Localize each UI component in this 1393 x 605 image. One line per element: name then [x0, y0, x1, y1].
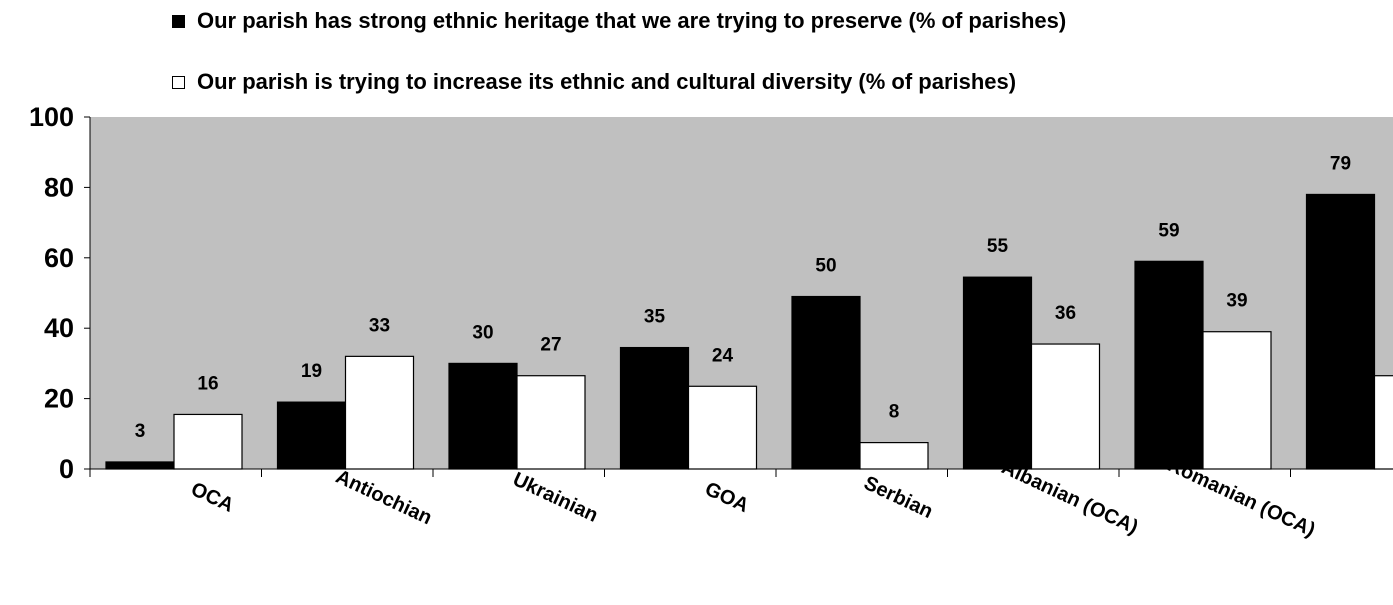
y-tick-label: 0 — [59, 454, 74, 484]
data-label: 24 — [712, 345, 734, 366]
bar-heritage — [619, 346, 690, 470]
y-tick-label: 100 — [29, 102, 74, 132]
bar-diversity — [687, 385, 758, 470]
data-label: 30 — [472, 322, 493, 343]
legend-swatch-black — [172, 14, 185, 28]
y-tick-label: 80 — [44, 172, 74, 202]
data-label: 27 — [540, 335, 561, 356]
bar-heritage — [105, 461, 175, 470]
legend-label-diversity: Our parish is trying to increase its eth… — [197, 69, 1017, 94]
legend-item-heritage: Our parish has strong ethnic heritage th… — [172, 8, 1066, 34]
data-label: 39 — [1226, 291, 1247, 312]
y-tick-label: 60 — [44, 243, 74, 273]
bar-diversity — [1373, 375, 1393, 470]
data-label: 19 — [301, 361, 322, 382]
bar-heritage — [962, 276, 1033, 470]
bar-heritage — [276, 401, 347, 470]
y-tick-label: 20 — [44, 384, 74, 414]
data-label: 16 — [197, 373, 218, 394]
bar-diversity — [516, 375, 586, 470]
data-label: 59 — [1158, 220, 1179, 241]
data-label: 50 — [815, 256, 836, 277]
data-label: 79 — [1330, 153, 1351, 174]
legend-label-heritage: Our parish has strong ethnic heritage th… — [197, 8, 1067, 33]
legend-swatch-white — [172, 75, 185, 89]
category-label: OCA — [187, 478, 237, 517]
data-label: 33 — [369, 315, 390, 336]
y-tick-label: 40 — [44, 313, 74, 343]
bar-heritage — [1134, 260, 1204, 470]
data-label: 35 — [644, 307, 666, 328]
category-label: Ukrainian — [509, 468, 601, 526]
category-label: GOA — [701, 478, 752, 517]
data-label: 55 — [987, 236, 1009, 257]
bar-diversity — [344, 355, 415, 470]
bar-heritage — [791, 295, 861, 470]
data-label: 36 — [1055, 303, 1076, 324]
data-label: 3 — [135, 421, 146, 442]
bar-diversity — [173, 413, 243, 470]
bar-diversity — [859, 442, 929, 470]
bar-heritage — [1305, 193, 1376, 470]
category-label: Serbian — [860, 472, 936, 523]
bar-diversity — [1202, 331, 1272, 470]
category-label: Antiochian — [332, 466, 435, 530]
bar-diversity — [1030, 343, 1101, 470]
data-label: 8 — [889, 402, 900, 423]
bar-heritage — [448, 362, 518, 470]
legend-item-diversity: Our parish is trying to increase its eth… — [172, 69, 1016, 95]
